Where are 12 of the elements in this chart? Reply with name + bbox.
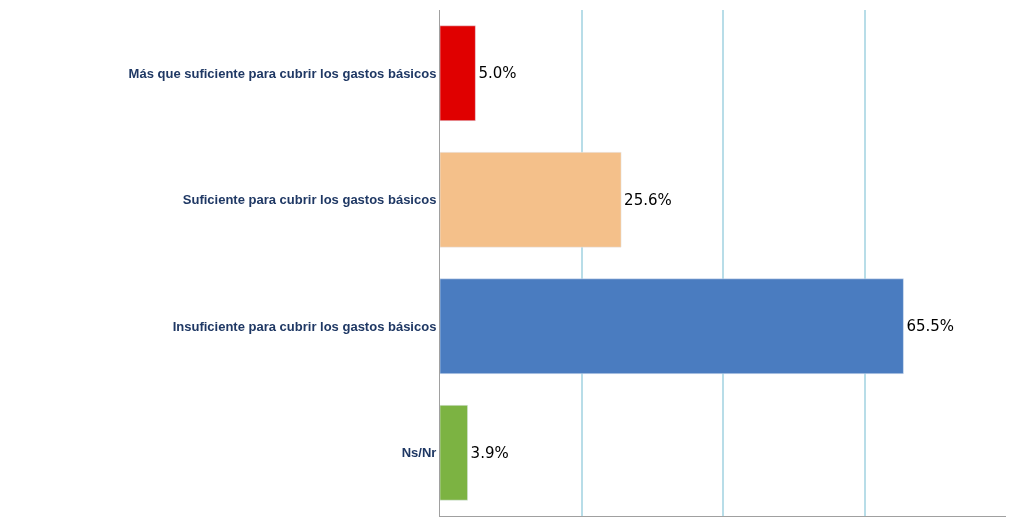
bar [440,152,622,248]
bar [440,25,476,121]
bar [440,278,904,374]
data-label: 65.5% [906,317,955,336]
y-tick-label: Ns/Nr [401,445,437,461]
y-tick-label: Insuficiente para cubrir los gastos básicos [172,318,437,334]
data-label: 3.9% [470,443,509,462]
y-tick-label: Suficiente para cubrir los gastos básicos [182,192,437,208]
data-label: 25.6% [624,190,672,209]
data-label: 5.0% [478,64,517,83]
bar [440,405,468,501]
y-tick-label: Más que suficiente para cubrir los gastos básicos [128,65,437,81]
